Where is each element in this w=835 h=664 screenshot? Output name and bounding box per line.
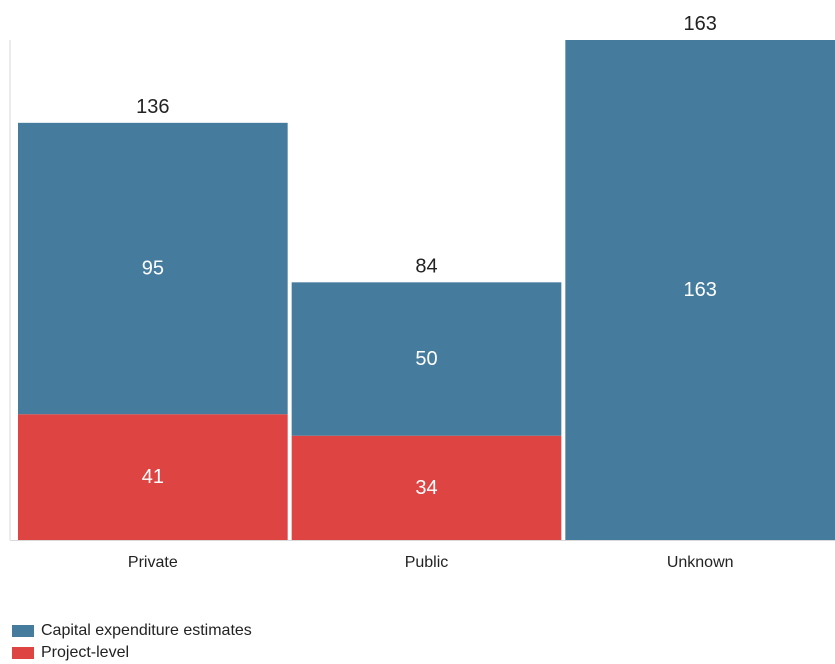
total-label-unknown: 163 [683, 13, 716, 35]
bar-label-unknown-capital-expenditure-estimates: 163 [683, 279, 716, 301]
labels-group: 41 95 136 Private 34 50 84 Public 163 163 Unknown [128, 13, 734, 571]
legend-item-capex: Capital expenditure estimates [12, 620, 252, 642]
bar-label-public-capital-expenditure-estimates: 50 [415, 348, 437, 370]
stacked-bar-chart: 41 95 136 Private 34 50 84 Public 163 163 Unknown [9, 13, 835, 571]
legend-label-capex: Capital expenditure estimates [41, 622, 252, 639]
legend-item-project-level: Project-level [12, 642, 252, 664]
x-tick-label-private: Private [128, 554, 178, 571]
bar-unknown-capital-expenditure-estimates [565, 40, 835, 540]
bar-public-capital-expenditure-estimates [291, 282, 562, 436]
legend: Capital expenditure estimates Project-le… [12, 620, 252, 664]
bar-private-capital-expenditure-estimates [18, 122, 288, 415]
bar-private-project-level [18, 414, 288, 540]
bar-label-public-project-level: 34 [415, 477, 437, 499]
x-tick-label-unknown: Unknown [667, 554, 734, 571]
bars-group [18, 40, 835, 540]
total-label-public: 84 [415, 255, 437, 277]
bar-label-private-project-level: 41 [142, 466, 164, 488]
total-label-private: 136 [136, 96, 169, 118]
bar-label-private-capital-expenditure-estimates: 95 [142, 258, 164, 280]
legend-label-project-level: Project-level [41, 644, 130, 661]
legend-swatch-capex [12, 625, 34, 637]
x-tick-label-public: Public [405, 554, 449, 571]
legend-swatch-project-level [12, 647, 34, 659]
bar-public-project-level [291, 435, 562, 540]
